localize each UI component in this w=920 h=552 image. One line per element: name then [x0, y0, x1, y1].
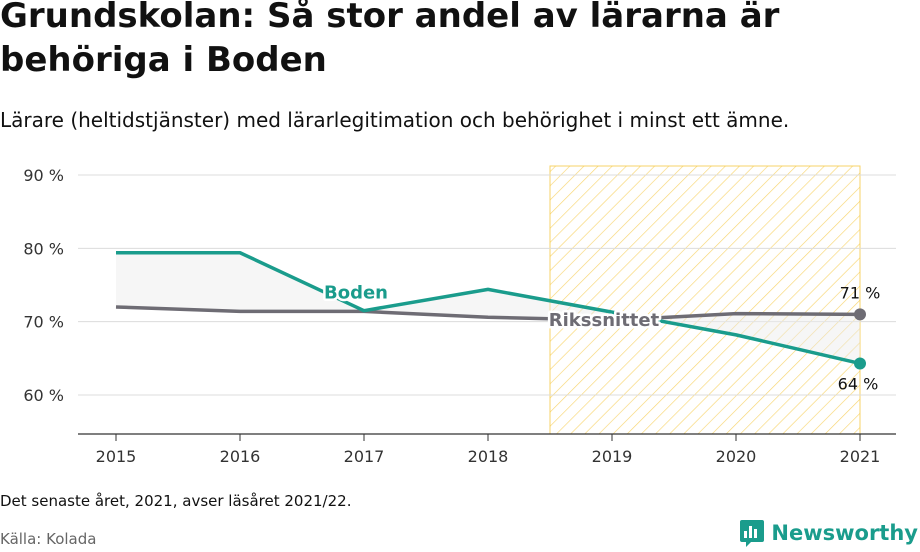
- x-tick-label: 2019: [592, 447, 633, 466]
- data-point-boden: [854, 357, 866, 370]
- brand-logo: Newsworthy: [739, 518, 918, 548]
- x-tick-label: 2017: [344, 447, 385, 466]
- source-text: Källa: Kolada: [0, 530, 97, 548]
- chart-title: Grundskolan: Så stor andel av lärarna är…: [0, 0, 780, 80]
- x-tick-label: 2016: [220, 447, 261, 466]
- data-point-rikssnittet: [854, 308, 866, 321]
- y-tick-label: 60 %: [23, 386, 64, 405]
- x-tick-label: 2021: [840, 447, 881, 466]
- y-tick-label: 90 %: [23, 166, 64, 185]
- bar-chart-icon: [740, 520, 765, 547]
- x-tick-label: 2018: [468, 447, 509, 466]
- chart-subtitle: Lärare (heltidstjänster) med lärarlegiti…: [0, 108, 790, 132]
- y-tick-label: 80 %: [23, 239, 64, 258]
- highlight-band: [549, 165, 861, 435]
- brand-name: Newsworthy: [771, 521, 918, 545]
- end-label-boden: 64 %: [838, 374, 879, 393]
- series-label-boden: Boden: [324, 283, 388, 304]
- x-tick-label: 2015: [96, 447, 137, 466]
- y-tick-label: 70 %: [23, 313, 64, 332]
- line-chart: 60 % 70 % 80 % 90 % 2015 2016 2017 2018 2019 2020…: [23, 165, 896, 466]
- footnote: Det senaste året, 2021, avser läsåret 20…: [0, 492, 352, 510]
- series-label-rikssnittet: Rikssnittet: [549, 310, 660, 331]
- x-tick-label: 2020: [716, 447, 757, 466]
- end-label-rikssnittet: 71 %: [840, 283, 881, 302]
- gap-area: [116, 252, 860, 364]
